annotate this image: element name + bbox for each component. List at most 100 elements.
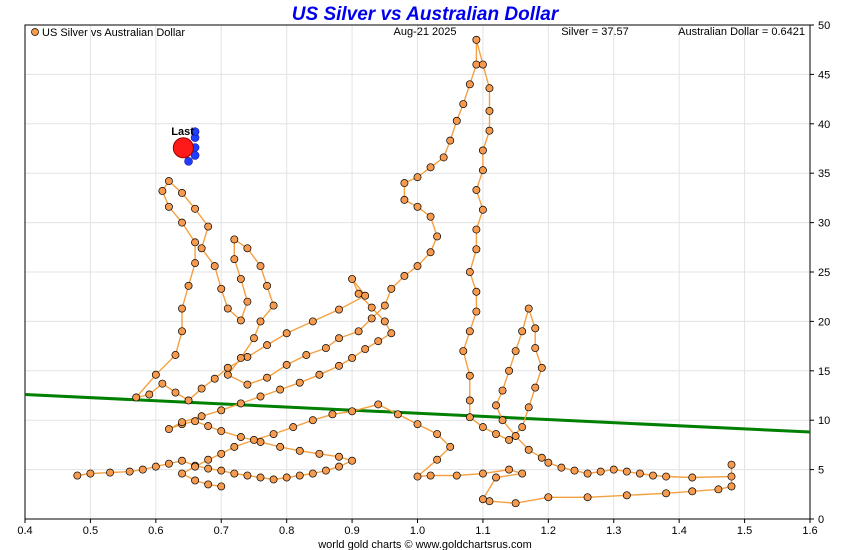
data-point — [426, 248, 435, 257]
data-point — [217, 466, 226, 475]
data-point — [472, 307, 481, 316]
data-point — [413, 420, 422, 429]
data-point — [308, 317, 317, 326]
data-point — [354, 289, 363, 298]
data-point — [413, 202, 422, 211]
y-tick-label: 30 — [818, 218, 830, 230]
data-point — [478, 423, 487, 432]
data-point — [511, 499, 520, 508]
data-point — [413, 262, 422, 271]
data-point — [478, 146, 487, 155]
data-point — [400, 272, 409, 280]
data-point — [86, 469, 95, 478]
data-point — [465, 80, 474, 89]
legend-marker — [31, 28, 39, 36]
data-point — [256, 437, 265, 446]
data-point — [459, 100, 468, 108]
data-point — [263, 373, 271, 382]
data-point — [426, 163, 435, 172]
data-point — [295, 378, 304, 387]
chart-title: US Silver vs Australian Dollar — [292, 4, 560, 25]
data-point — [164, 425, 173, 434]
data-point — [498, 386, 507, 395]
data-point — [348, 274, 357, 283]
data-point — [498, 416, 507, 425]
data-point — [282, 360, 291, 369]
data-point — [622, 491, 631, 500]
data-point — [426, 471, 435, 480]
data-point — [178, 469, 186, 478]
data-point — [662, 472, 671, 481]
data-point — [335, 334, 343, 343]
series-line — [77, 39, 733, 504]
scatter-points-layer — [73, 35, 736, 508]
data-point — [393, 410, 402, 419]
data-point — [485, 107, 494, 115]
data-point — [308, 469, 317, 478]
data-point — [426, 212, 435, 221]
data-point — [197, 244, 206, 253]
data-point — [478, 166, 487, 175]
data-point — [727, 472, 736, 481]
data-point — [531, 383, 540, 392]
y-tick-label: 5 — [818, 465, 824, 477]
data-point — [276, 385, 285, 394]
data-point — [727, 460, 736, 469]
x-tick-label: 1.4 — [672, 525, 687, 537]
data-point — [374, 337, 383, 346]
data-point — [544, 458, 553, 467]
x-tick-label: 0.8 — [279, 525, 294, 537]
data-point — [505, 465, 514, 474]
data-point — [269, 475, 278, 484]
data-point — [387, 284, 396, 293]
y-tick-label: 35 — [818, 168, 830, 180]
x-tick-label: 1.1 — [475, 525, 490, 537]
data-point — [106, 468, 114, 477]
data-point — [256, 317, 265, 326]
data-point — [609, 465, 618, 474]
data-point — [191, 259, 200, 268]
data-point — [321, 466, 330, 475]
data-point — [557, 463, 566, 472]
data-point — [596, 467, 605, 476]
data-point — [485, 126, 494, 135]
data-point — [465, 413, 474, 422]
data-point — [452, 116, 461, 125]
data-point — [204, 464, 213, 473]
x-tick-label: 1.5 — [737, 525, 752, 537]
data-point — [243, 471, 252, 480]
data-point — [250, 334, 258, 343]
data-point — [472, 186, 481, 194]
data-point — [171, 351, 180, 359]
data-point — [263, 341, 271, 350]
data-point — [335, 361, 343, 370]
data-point — [518, 423, 527, 432]
data-point — [217, 284, 226, 293]
data-point — [452, 471, 461, 480]
data-point — [433, 430, 442, 438]
data-point — [485, 84, 494, 93]
data-point — [433, 455, 442, 464]
y-axis: 0 5 10 15 20 25 30 35 40 45 50 — [810, 20, 830, 526]
data-point — [197, 384, 206, 393]
data-point — [230, 469, 239, 478]
x-tick-label: 0.9 — [344, 525, 359, 537]
data-point — [236, 433, 245, 441]
data-point — [243, 297, 252, 306]
data-point — [348, 407, 357, 416]
data-point — [256, 392, 265, 401]
data-point — [583, 469, 592, 478]
data-point — [400, 179, 409, 188]
recent-point — [190, 151, 200, 160]
data-point — [505, 436, 514, 444]
data-point — [178, 218, 186, 227]
data-point — [524, 445, 533, 454]
data-point — [217, 427, 226, 436]
data-point — [236, 274, 245, 283]
data-point — [217, 406, 226, 415]
data-point — [492, 401, 500, 410]
data-point — [204, 455, 213, 464]
data-point — [492, 430, 500, 438]
data-point — [335, 305, 343, 314]
data-point — [158, 187, 167, 195]
